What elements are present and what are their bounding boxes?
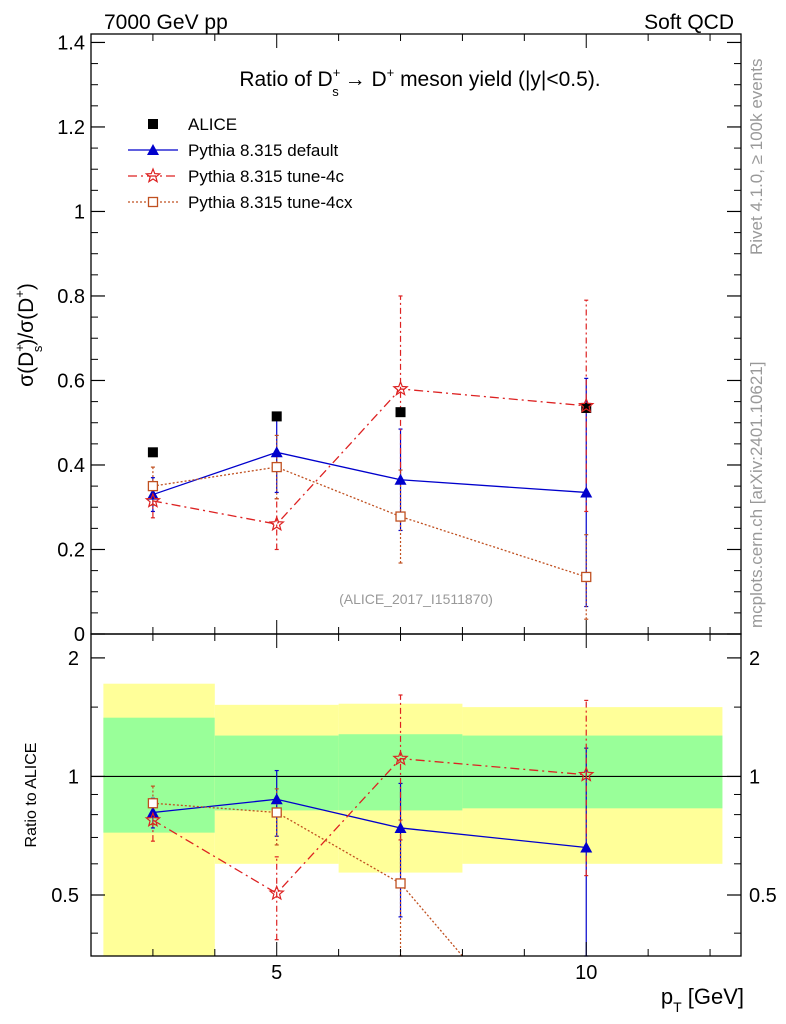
legend-marker-1 xyxy=(147,144,159,155)
header-left: 7000 GeV pp xyxy=(104,11,228,34)
ratio-panel: 0.5 0.5 1 1 2 2 5 10 xyxy=(51,633,777,984)
xtick-label: 5 xyxy=(271,962,282,984)
ratio-ytick-label: 1 xyxy=(68,766,79,788)
ratio-point-s2-p0 xyxy=(147,798,159,809)
legend-marker-3 xyxy=(147,196,159,208)
ratio-ytick-label-right: 1 xyxy=(749,766,760,788)
uncertainty-band-inner-0 xyxy=(103,717,215,833)
x-axis-label: pT [GeV] xyxy=(661,984,744,1015)
ratio-plot-frame xyxy=(90,633,742,957)
ratio-point-s0-p1 xyxy=(270,793,283,805)
mcplots-label: mcplots.cern.ch [arXiv:2401.10621] xyxy=(747,362,766,628)
ratio-point-s1-p2 xyxy=(392,749,409,766)
series-line-2 xyxy=(152,388,587,525)
legend: ALICE Pythia 8.315 default Pythia 8.315 tu… xyxy=(128,115,353,212)
ratio-point-s2-p2 xyxy=(395,878,406,889)
ratio-ytick-label-right: 0.5 xyxy=(749,885,777,907)
data-point-s2-p0 xyxy=(144,492,162,508)
data-point-s0-p0 xyxy=(147,447,158,458)
ratio-point-s0-p3 xyxy=(580,841,593,853)
legend-label-2: Pythia 8.315 tune-4c xyxy=(188,167,344,186)
main-ytick-label: 0.6 xyxy=(57,370,85,392)
data-point-s2-p1 xyxy=(268,515,285,532)
data-point-s1-p2 xyxy=(394,473,407,485)
data-point-s0-p2 xyxy=(395,407,406,418)
legend-marker-2 xyxy=(144,167,162,184)
main-ytick-label: 1.4 xyxy=(57,32,85,54)
main-ytick-label: 1.2 xyxy=(57,117,85,139)
ratio-point-s2-p1 xyxy=(271,807,282,818)
header-right: Soft QCD xyxy=(644,11,734,34)
ratio-ytick-label: 2 xyxy=(68,648,79,670)
ratio-point-s1-p0 xyxy=(144,811,162,828)
data-point-s1-p1 xyxy=(270,446,283,458)
ratio-y-axis-label: Ratio to ALICE xyxy=(23,743,40,848)
main-ytick-label: 1 xyxy=(74,201,85,223)
series-line-3 xyxy=(152,466,587,578)
chart-title: Ratio of D+ s → D+ meson yield (|y|<0.5). xyxy=(239,65,600,99)
ratio-point-s1-p1 xyxy=(268,884,285,901)
main-ytick-label: 0 xyxy=(74,624,85,646)
legend-marker-0 xyxy=(148,119,158,129)
data-point-s2-p3 xyxy=(577,397,595,413)
main-ytick-label: 0.8 xyxy=(57,286,85,308)
main-ytick-label: 0.2 xyxy=(57,539,85,561)
data-point-s0-p1 xyxy=(271,411,282,422)
legend-label-1: Pythia 8.315 default xyxy=(188,141,339,160)
data-point-s2-p2 xyxy=(392,380,409,396)
ratio-point-s0-p2 xyxy=(394,821,407,833)
ratio-ytick-label-right: 2 xyxy=(749,648,760,670)
ratio-series-line-1 xyxy=(152,757,587,895)
data-point-s0-p3 xyxy=(581,402,592,413)
data-point-s3-p2 xyxy=(395,511,406,522)
rivet-version-label: Rivet 4.1.0, ≥ 100k events xyxy=(747,59,766,255)
data-point-s1-p3 xyxy=(580,486,593,498)
ratio-series-line-0 xyxy=(152,798,587,849)
uncertainty-band-inner-3 xyxy=(462,735,723,809)
data-point-s3-p1 xyxy=(271,461,282,473)
series-line-1 xyxy=(152,451,587,496)
legend-label-3: Pythia 8.315 tune-4cx xyxy=(188,193,353,212)
analysis-watermark: (ALICE_2017_I1511870) xyxy=(339,591,493,607)
main-panel: 0 0.2 0.4 0.6 0.8 1 1.2 1.4 xyxy=(57,32,742,646)
ratio-ytick-label: 0.5 xyxy=(51,885,79,907)
main-y-axis-label: σ(D+ s)/σ(D+) xyxy=(12,283,45,387)
xtick-label: 10 xyxy=(575,962,597,984)
legend-label-0: ALICE xyxy=(188,115,237,134)
data-point-s3-p0 xyxy=(147,480,159,492)
ratio-point-s1-p3 xyxy=(577,766,595,782)
data-point-s3-p3 xyxy=(581,571,592,583)
main-ytick-label: 0.4 xyxy=(57,455,85,477)
